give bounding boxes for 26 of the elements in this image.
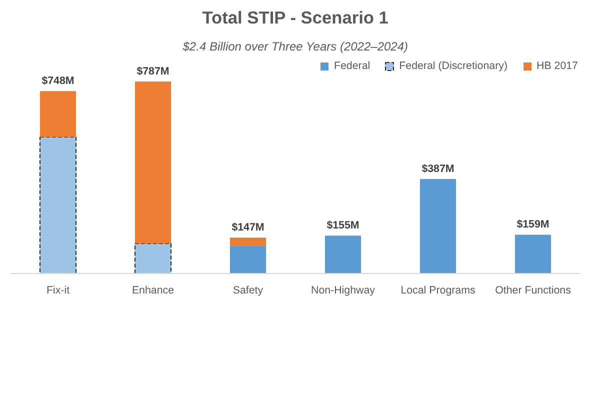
- annotation: $748M: [42, 75, 74, 88]
- bar: [230, 246, 266, 274]
- annotation: $155M: [326, 220, 360, 232]
- chart-subtitle: $2.4 Billion over Three Years (2022–2024): [182, 40, 408, 54]
- bar: [134, 82, 172, 244]
- legend-label: HB 2017: [536, 60, 578, 72]
- bar: [230, 238, 266, 246]
- annotation: $147M: [232, 222, 264, 234]
- annotation: $159M: [516, 218, 550, 231]
- annotation: $387M: [422, 163, 454, 176]
- bar: [40, 136, 76, 274]
- bar: [324, 236, 362, 274]
- bar: [134, 243, 172, 274]
- x-tick-label: Local Programs: [400, 284, 476, 296]
- x-tick-label: Safety: [232, 284, 264, 296]
- chart-title: Total STIP - Scenario 1: [202, 8, 389, 28]
- legend-label: Federal (Discretionary): [399, 60, 508, 72]
- x-tick-label: Other Functions: [495, 284, 571, 296]
- x-tick-label: Enhance: [132, 284, 174, 296]
- bar: [40, 91, 76, 138]
- bar: [514, 234, 552, 274]
- x-tick-label: Fix-it: [46, 284, 70, 296]
- x-tick-label: Non-Highway: [311, 284, 376, 296]
- legend-label: Federal: [334, 60, 370, 72]
- bar: [420, 179, 456, 274]
- annotation: $787M: [136, 66, 170, 78]
